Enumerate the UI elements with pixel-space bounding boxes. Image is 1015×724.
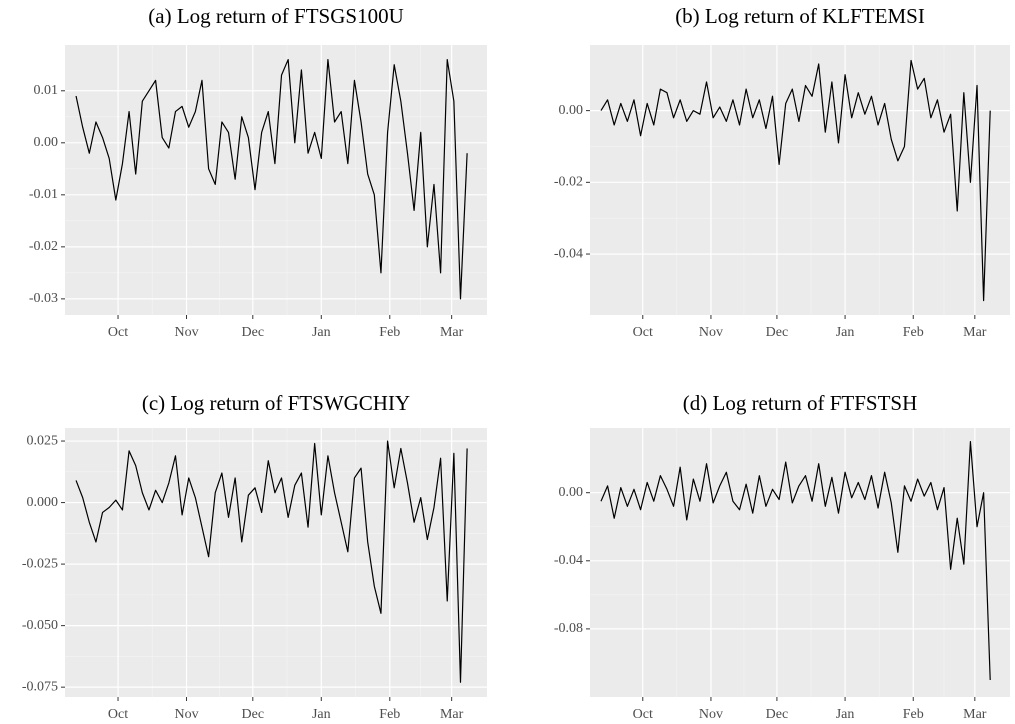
y-tick-label: -0.02 bbox=[554, 175, 583, 190]
line bbox=[600, 441, 991, 680]
line bbox=[600, 59, 991, 302]
x-tick-label: Dec bbox=[766, 707, 789, 722]
x-tick-label: Oct bbox=[108, 707, 128, 722]
x-tick-label: Jan bbox=[836, 325, 855, 340]
x-tick-label: Oct bbox=[108, 325, 128, 340]
x-tick-label: Feb bbox=[379, 325, 400, 340]
panel bbox=[590, 45, 1010, 315]
chart-title: (d) Log return of FTFSTSH bbox=[683, 391, 918, 415]
y-tick-label: 0.00 bbox=[34, 135, 59, 150]
x-tick-label: Mar bbox=[963, 707, 987, 722]
y-tick-label: -0.04 bbox=[554, 246, 583, 261]
x-tick-label: Dec bbox=[766, 325, 789, 340]
x-tick-label: Jan bbox=[312, 325, 331, 340]
line bbox=[75, 58, 468, 300]
y-tick-label: -0.02 bbox=[29, 239, 58, 254]
chart-title: (a) Log return of FTSGS100U bbox=[148, 4, 403, 28]
x-tick-label: Mar bbox=[440, 325, 464, 340]
x-tick-label: Jan bbox=[312, 707, 331, 722]
x-tick-label: Jan bbox=[836, 707, 855, 722]
x-tick-label: Mar bbox=[963, 325, 987, 340]
x-tick-label: Nov bbox=[174, 325, 198, 340]
y-tick-label: -0.025 bbox=[22, 556, 58, 571]
x-tick-label: Dec bbox=[242, 707, 265, 722]
x-tick-label: Feb bbox=[903, 707, 924, 722]
x-tick-label: Mar bbox=[440, 707, 464, 722]
panel bbox=[590, 428, 1010, 697]
x-tick-label: Feb bbox=[379, 707, 400, 722]
y-tick-label: 0.01 bbox=[34, 83, 59, 98]
y-tick-label: -0.01 bbox=[29, 187, 58, 202]
y-tick-label: -0.04 bbox=[554, 553, 583, 568]
panel bbox=[65, 428, 487, 697]
x-tick-label: Nov bbox=[699, 707, 723, 722]
y-tick-label: 0.025 bbox=[27, 433, 59, 448]
y-tick-label: 0.00 bbox=[559, 103, 584, 118]
x-tick-label: Nov bbox=[699, 325, 723, 340]
x-tick-label: Feb bbox=[903, 325, 924, 340]
chart-title: (b) Log return of KLFTEMSI bbox=[675, 4, 925, 28]
x-tick-label: Oct bbox=[633, 325, 653, 340]
y-tick-label: -0.050 bbox=[22, 618, 58, 633]
y-tick-label: -0.08 bbox=[554, 621, 583, 636]
x-tick-label: Nov bbox=[174, 707, 198, 722]
x-tick-label: Oct bbox=[633, 707, 653, 722]
y-tick-label: 0.000 bbox=[27, 495, 59, 510]
y-tick-label: -0.075 bbox=[22, 679, 58, 694]
line bbox=[75, 440, 468, 683]
x-tick-label: Dec bbox=[242, 325, 265, 340]
y-tick-label: 0.00 bbox=[559, 485, 584, 500]
chart-title: (c) Log return of FTSWGCHIY bbox=[142, 391, 410, 415]
y-tick-label: -0.03 bbox=[29, 291, 58, 306]
